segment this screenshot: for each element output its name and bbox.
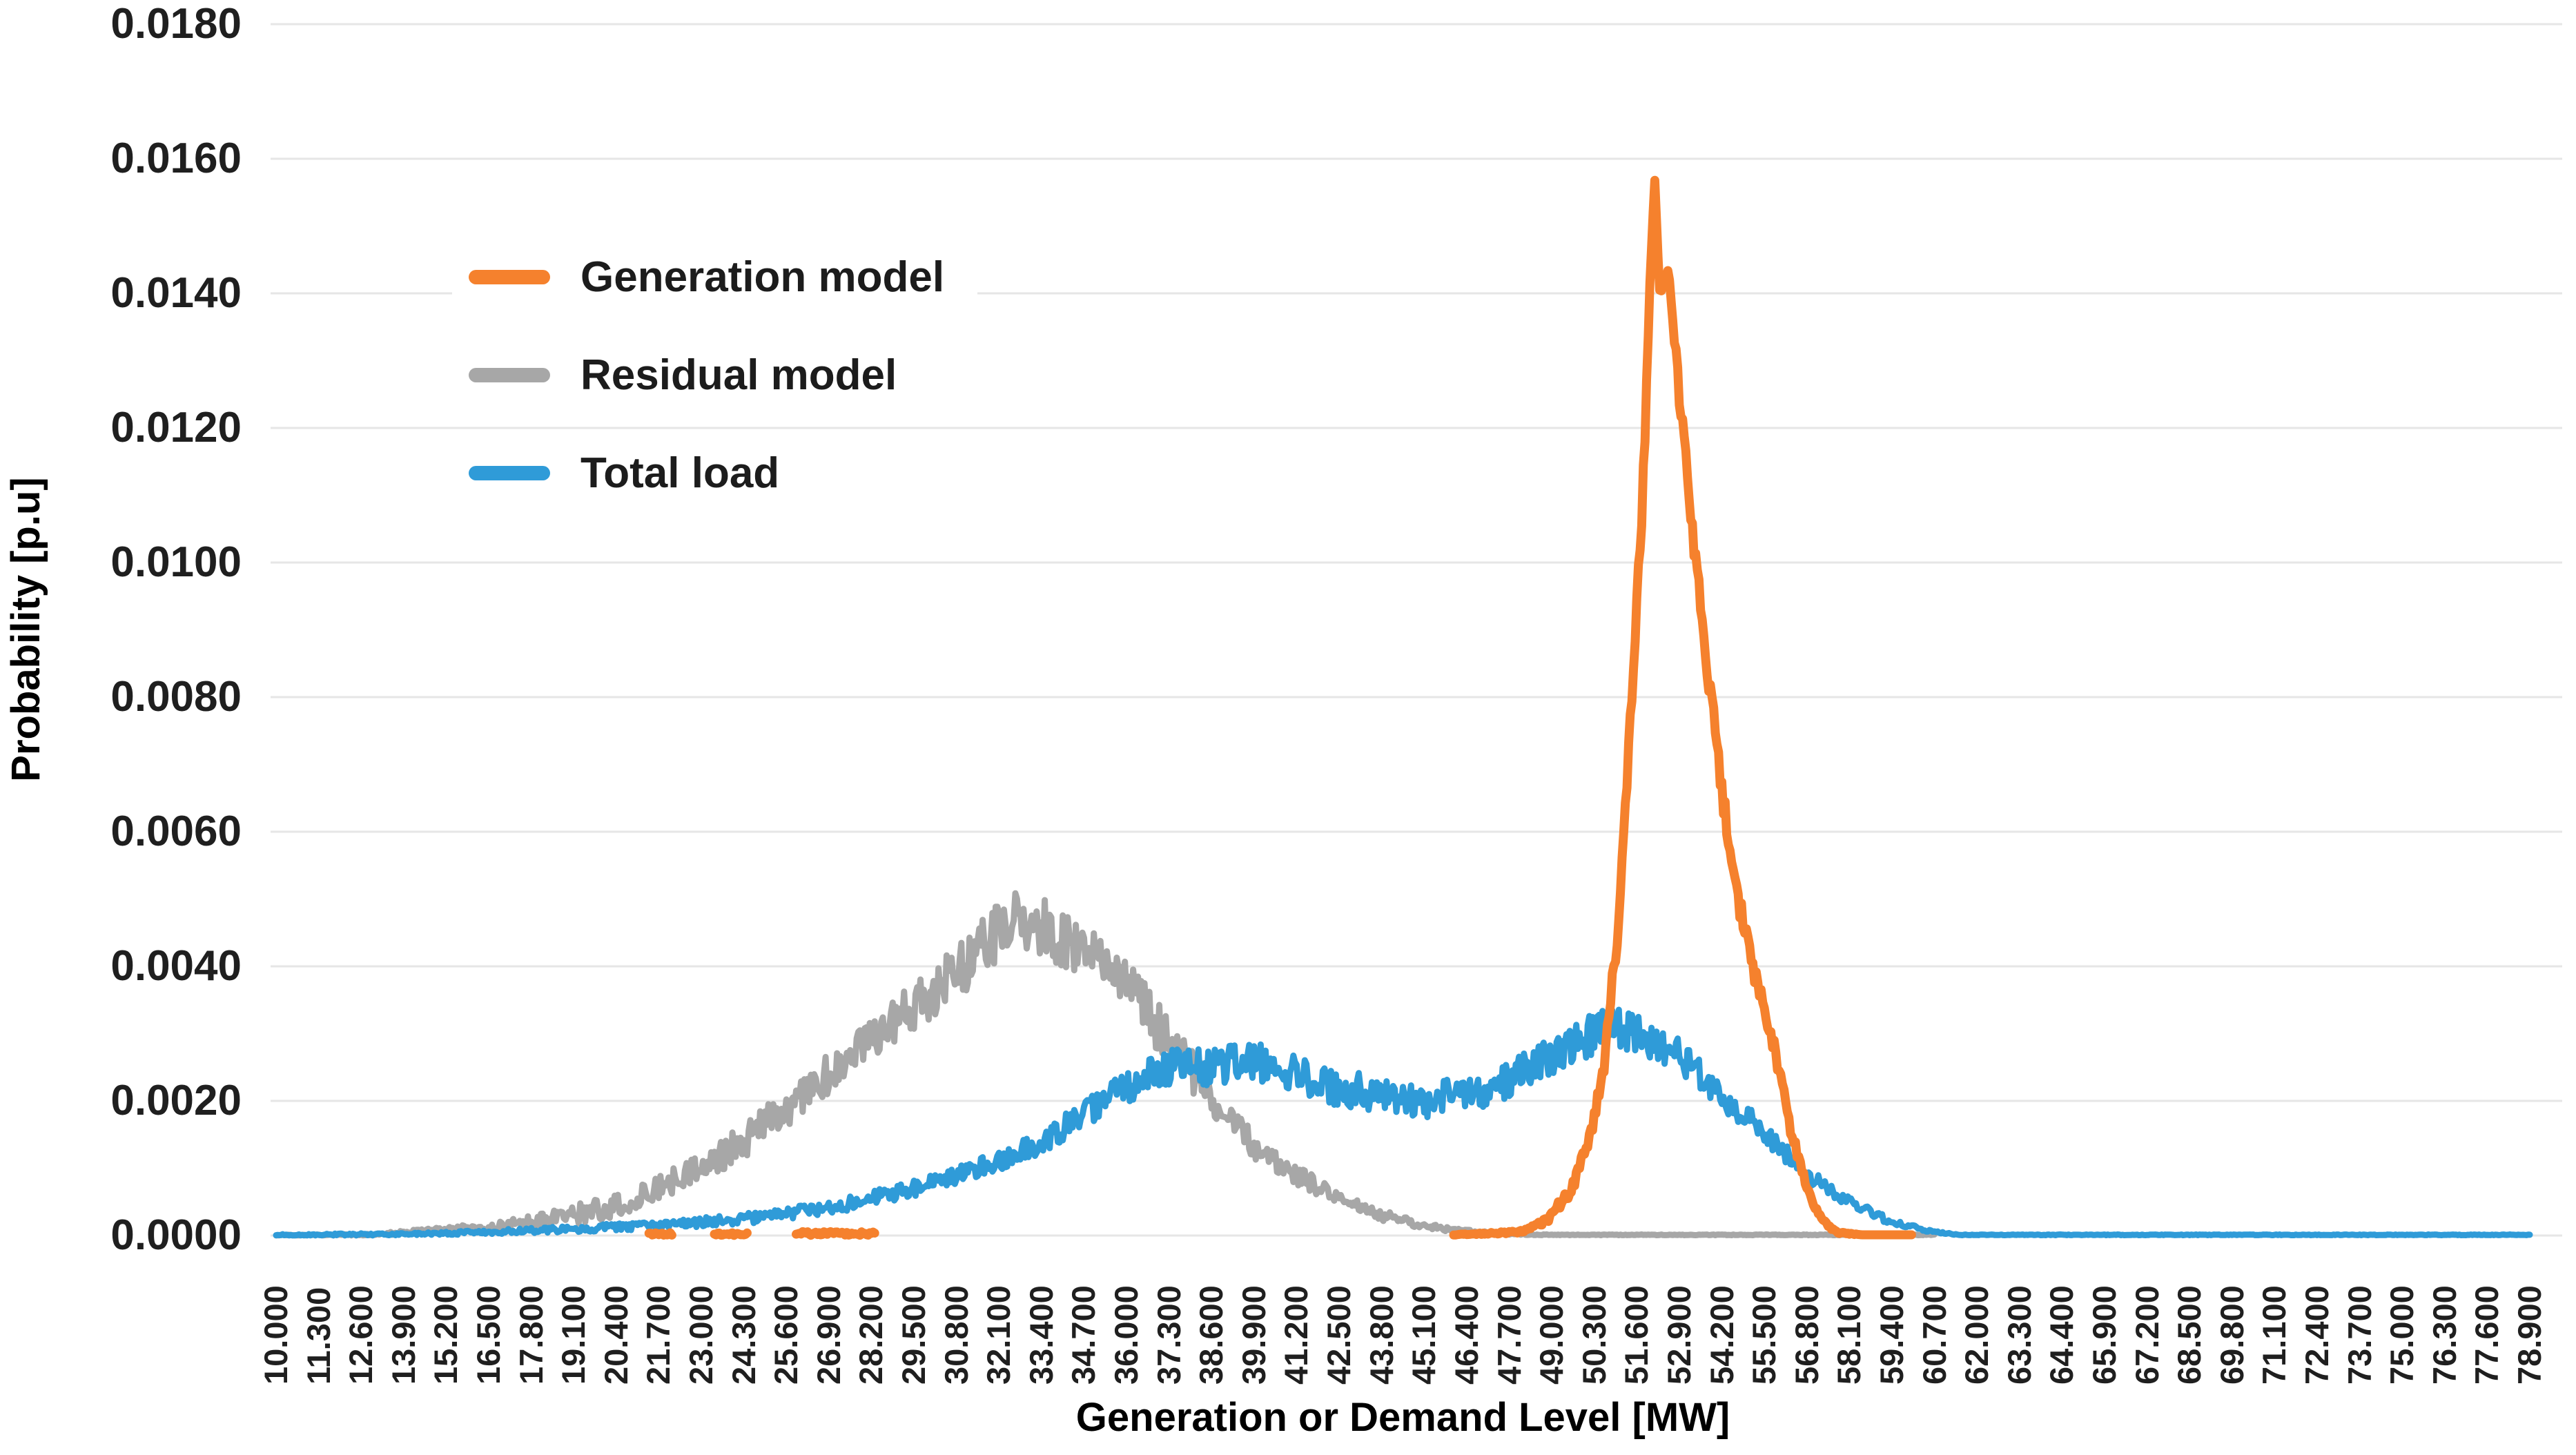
x-tick-label: 77.600: [2468, 1285, 2506, 1385]
x-tick-label: 38.600: [1193, 1285, 1230, 1385]
x-axis-title: Generation or Demand Level [MW]: [1075, 1395, 1730, 1440]
x-tick-label: 43.800: [1363, 1285, 1400, 1385]
series-generation-model: [792, 1227, 879, 1240]
x-tick-label: 36.000: [1108, 1285, 1145, 1385]
x-tick-label: 64.400: [2043, 1285, 2080, 1385]
series-generation-model: [710, 1228, 752, 1240]
x-tick-label: 68.500: [2171, 1285, 2208, 1385]
x-tick-label: 10.000: [257, 1285, 294, 1385]
x-tick-label: 41.200: [1278, 1285, 1315, 1385]
x-tick-label: 23.000: [683, 1285, 720, 1385]
x-tick-label: 28.200: [852, 1285, 890, 1385]
legend-swatch-icon: [469, 270, 550, 284]
legend-label: Generation model: [580, 253, 945, 301]
y-tick-label: 0.0180: [110, 0, 242, 48]
y-tick-label: 0.0040: [110, 942, 242, 990]
x-tick-label: 15.200: [427, 1285, 465, 1385]
y-tick-label: 0.0140: [110, 269, 242, 317]
x-tick-label: 16.500: [470, 1285, 507, 1385]
x-tick-label: 52.900: [1660, 1285, 1697, 1385]
x-tick-label: 33.400: [1022, 1285, 1060, 1385]
x-tick-label: 19.100: [555, 1285, 592, 1385]
x-tick-label: 71.100: [2256, 1285, 2293, 1385]
legend-label: Total load: [580, 449, 780, 497]
x-tick-label: 51.600: [1618, 1285, 1655, 1385]
x-tick-label: 73.700: [2341, 1285, 2378, 1385]
legend-swatch-icon: [469, 368, 550, 382]
legend-swatch-icon: [469, 466, 550, 480]
x-tick-label: 30.800: [937, 1285, 975, 1385]
x-tick-label: 62.000: [1958, 1285, 1996, 1385]
y-tick-label: 0.0120: [110, 404, 242, 451]
x-tick-label: 60.700: [1915, 1285, 1953, 1385]
y-tick-label: 0.0160: [110, 135, 242, 182]
x-tick-label: 76.300: [2426, 1285, 2463, 1385]
x-tick-label: 55.500: [1746, 1285, 1783, 1385]
x-tick-label: 20.400: [597, 1285, 634, 1385]
x-tick-label: 13.900: [384, 1285, 422, 1385]
series-generation-model: [644, 1228, 676, 1240]
x-tick-label: 42.500: [1320, 1285, 1358, 1385]
x-tick-label: 46.400: [1447, 1285, 1485, 1385]
x-tick-label: 34.700: [1065, 1285, 1102, 1385]
x-tick-label: 45.100: [1405, 1285, 1443, 1385]
y-tick-label: 0.0000: [110, 1211, 242, 1259]
x-tick-label: 37.300: [1150, 1285, 1187, 1385]
x-tick-label: 26.900: [810, 1285, 847, 1385]
x-tick-label: 32.100: [980, 1285, 1017, 1385]
x-tick-label: 56.800: [1788, 1285, 1825, 1385]
x-tick-label: 59.400: [1873, 1285, 1910, 1385]
legend-item-total-load: Total load: [452, 443, 813, 503]
series-total-load: [273, 1006, 2533, 1239]
y-tick-label: 0.0100: [110, 538, 242, 586]
x-tick-label: 29.500: [895, 1285, 933, 1385]
legend-item-generation-model: Generation model: [452, 247, 978, 307]
legend-label: Residual model: [580, 351, 897, 399]
series-residual-model: [273, 890, 1938, 1239]
y-tick-label: 0.0080: [110, 673, 242, 721]
x-tick-label: 11.300: [300, 1287, 337, 1385]
y-tick-label: 0.0020: [110, 1077, 242, 1124]
x-tick-label: 75.000: [2383, 1285, 2421, 1385]
x-tick-label: 47.700: [1490, 1285, 1528, 1385]
y-tick-label: 0.0060: [110, 808, 242, 855]
series-generation-model: [1449, 175, 1916, 1240]
legend-item-residual-model: Residual model: [452, 345, 930, 405]
x-tick-label: 21.700: [640, 1285, 677, 1385]
x-tick-label: 67.200: [2128, 1285, 2165, 1385]
x-tick-label: 72.400: [2298, 1285, 2335, 1385]
x-tick-label: 50.300: [1575, 1285, 1612, 1385]
x-tick-label: 63.300: [2000, 1285, 2038, 1385]
x-tick-label: 25.600: [768, 1285, 805, 1385]
x-tick-label: 39.900: [1235, 1285, 1272, 1385]
x-tick-label: 49.000: [1533, 1285, 1570, 1385]
x-tick-label: 58.100: [1831, 1285, 1868, 1385]
x-tick-label: 69.800: [2213, 1285, 2250, 1385]
x-tick-label: 78.900: [2511, 1285, 2548, 1385]
x-tick-label: 24.300: [725, 1285, 762, 1385]
x-tick-label: 54.200: [1703, 1285, 1740, 1385]
x-tick-label: 17.800: [512, 1285, 549, 1385]
x-tick-label: 65.900: [2085, 1285, 2123, 1385]
x-tick-label: 12.600: [342, 1285, 380, 1385]
